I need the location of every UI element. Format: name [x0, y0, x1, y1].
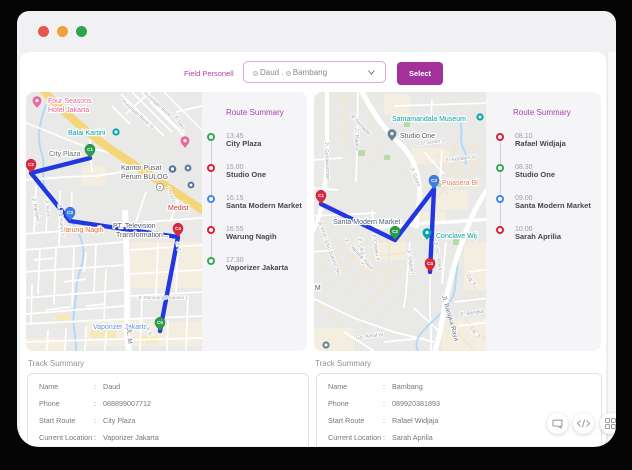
- svg-text:Transformation...: Transformation...: [116, 232, 169, 239]
- svg-text:Jl. Kura: Jl. Kura: [43, 199, 51, 217]
- svg-text:C1: C1: [318, 193, 324, 198]
- svg-text:C1: C1: [87, 147, 93, 152]
- svg-text:C5: C5: [157, 320, 163, 325]
- svg-text:C3: C3: [431, 178, 437, 183]
- svg-text:C4: C4: [175, 226, 181, 231]
- svg-text:Santa Modern Market: Santa Modern Market: [333, 219, 400, 226]
- svg-text:Studio One: Studio One: [400, 133, 435, 140]
- svg-text:Satriamandala Museum: Satriamandala Museum: [392, 116, 466, 123]
- svg-text:Four Seasons: Four Seasons: [48, 98, 92, 105]
- svg-text:Balai Kartini: Balai Kartini: [68, 130, 106, 137]
- svg-text:Medist: Medist: [168, 205, 189, 212]
- svg-text:Hotel Jakarta: Hotel Jakarta: [48, 107, 89, 114]
- svg-text:Jl. Bangka 3: Jl. Bangka 3: [459, 308, 486, 318]
- svg-text:Jl. Suren 1: Jl. Suren 1: [420, 138, 445, 147]
- svg-text:C3: C3: [67, 210, 73, 215]
- svg-text:Vaporizer Jakarta: Vaporizer Jakarta: [93, 324, 147, 331]
- svg-text:t M: t M: [314, 285, 321, 292]
- svg-text:Jl. Mampang Prapatan 1: Jl. Mampang Prapatan 1: [138, 295, 188, 300]
- svg-text:C4: C4: [427, 261, 433, 266]
- svg-text:Kantor Pusat: Kantor Pusat: [121, 165, 162, 172]
- svg-text:Gg. Amal IV: Gg. Amal IV: [356, 332, 385, 341]
- svg-text:Conclave Wij: Conclave Wij: [436, 233, 477, 240]
- svg-text:2: 2: [159, 185, 162, 191]
- svg-text:Jl. Pd. Karya V: Jl. Pd. Karya V: [56, 204, 65, 238]
- svg-text:Perum BULOG: Perum BULOG: [121, 174, 168, 181]
- svg-text:PT. Television: PT. Television: [113, 223, 156, 230]
- svg-text:Jl. Kebalen V: Jl. Kebalen V: [445, 154, 477, 164]
- svg-text:Jl. K: Jl. K: [144, 326, 153, 338]
- svg-text:Jl. Gunawarman: Jl. Gunawarman: [323, 142, 330, 180]
- svg-text:Pujasera Bl: Pujasera Bl: [442, 180, 478, 187]
- svg-text:City Plaza: City Plaza: [49, 151, 81, 158]
- svg-text:Warung Nagih: Warung Nagih: [59, 227, 104, 234]
- svg-text:C2: C2: [28, 162, 34, 167]
- svg-text:C2: C2: [392, 229, 398, 234]
- svg-text:Jl. Rajasa: Jl. Rajasa: [353, 128, 360, 151]
- svg-text:JL. M: JL. M: [125, 328, 133, 344]
- svg-text:Jl. T: Jl. T: [174, 241, 182, 251]
- svg-text:Jl. Wijaya I: Jl. Wijaya I: [405, 249, 415, 275]
